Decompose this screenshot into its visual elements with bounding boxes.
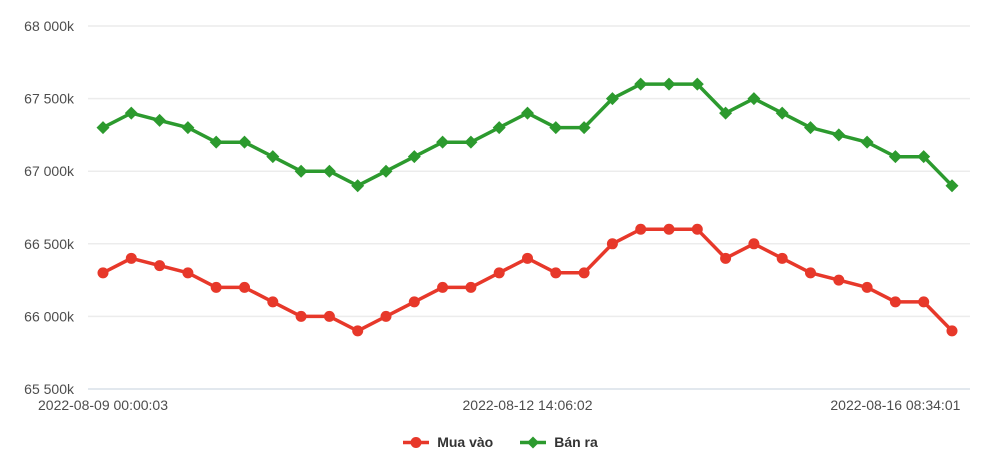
ban-ra-point[interactable]	[832, 128, 846, 142]
legend-label-mua-vao: Mua vào	[437, 434, 494, 450]
y-axis-tick-label: 66 000k	[24, 308, 75, 324]
ban-ra-point[interactable]	[266, 150, 280, 164]
mua-vao-point[interactable]	[833, 274, 845, 286]
ban-ra-point[interactable]	[804, 121, 817, 135]
mua-vao-point[interactable]	[125, 252, 137, 264]
ban-ra-point[interactable]	[860, 135, 874, 149]
mua-vao-point[interactable]	[861, 281, 873, 293]
mua-vao-point[interactable]	[691, 223, 703, 235]
legend-item-mua-vao[interactable]: Mua vào	[402, 434, 493, 450]
mua-vao-point[interactable]	[408, 296, 420, 308]
ban-ra-point[interactable]	[209, 135, 223, 149]
ban-ra-point[interactable]	[96, 121, 110, 135]
mua-vao-point[interactable]	[465, 281, 477, 293]
ban-ra-point[interactable]	[238, 135, 251, 149]
ban-ra-point[interactable]	[181, 121, 195, 135]
mua-vao-point[interactable]	[437, 281, 449, 293]
x-axis-tick-label: 2022-08-16 08:34:01	[830, 397, 960, 413]
mua-vao-point[interactable]	[210, 281, 222, 293]
mua-vao-point[interactable]	[522, 252, 533, 264]
y-axis-tick-label: 68 000k	[24, 18, 75, 34]
ban-ra-point[interactable]	[605, 92, 619, 106]
ban-ra-point[interactable]	[662, 77, 676, 91]
mua-vao-point[interactable]	[578, 267, 590, 279]
legend-marker-diamond-icon	[520, 436, 547, 448]
mua-vao-point[interactable]	[323, 310, 335, 322]
mua-vao-point[interactable]	[748, 238, 760, 250]
ban-ra-point[interactable]	[351, 179, 365, 193]
mua-vao-point[interactable]	[154, 260, 166, 272]
mua-vao-point[interactable]	[97, 267, 109, 279]
y-axis-tick-label: 67 000k	[24, 163, 75, 179]
ban-ra-point[interactable]	[917, 150, 931, 164]
legend-marker-circle-icon	[403, 436, 430, 448]
y-axis-tick-label: 65 500k	[24, 381, 75, 397]
ban-ra-point[interactable]	[436, 135, 450, 149]
mua-vao-point[interactable]	[805, 267, 816, 279]
y-axis-tick-label: 66 500k	[24, 236, 75, 252]
mua-vao-point[interactable]	[295, 310, 307, 322]
mua-vao-point[interactable]	[493, 267, 505, 279]
mua-vao-point[interactable]	[182, 267, 194, 279]
ban-ra-point[interactable]	[747, 92, 761, 106]
x-axis-tick-label: 2022-08-12 14:06:02	[463, 397, 593, 413]
mua-vao-point[interactable]	[606, 238, 618, 250]
ban-ra-point[interactable]	[379, 164, 393, 178]
mua-vao-point[interactable]	[380, 310, 392, 322]
ban-ra-point[interactable]	[634, 77, 648, 91]
mua-vao-point[interactable]	[352, 325, 364, 337]
mua-vao-point[interactable]	[550, 267, 562, 279]
ban-ra-point[interactable]	[322, 164, 336, 178]
ban-ra-point[interactable]	[945, 179, 959, 193]
ban-ra-point[interactable]	[888, 150, 902, 164]
mua-vao-point[interactable]	[239, 281, 250, 293]
mua-vao-point[interactable]	[720, 252, 732, 264]
legend-label-ban-ra: Bán ra	[554, 434, 598, 450]
ban-ra-point[interactable]	[124, 106, 138, 120]
mua-vao-point[interactable]	[946, 325, 958, 337]
ban-ra-point[interactable]	[153, 113, 167, 127]
mua-vao-point[interactable]	[267, 296, 279, 308]
ban-ra-point[interactable]	[775, 106, 789, 120]
mua-vao-point[interactable]	[776, 252, 788, 264]
x-axis-tick-label: 2022-08-09 00:00:03	[38, 397, 168, 413]
ban-ra-point[interactable]	[464, 135, 478, 149]
mua-vao-point[interactable]	[918, 296, 930, 308]
legend-item-ban-ra[interactable]: Bán ra	[519, 434, 598, 450]
ban-ra-point[interactable]	[492, 121, 506, 135]
y-axis-tick-label: 67 500k	[24, 91, 75, 107]
ban-ra-point[interactable]	[521, 106, 534, 120]
ban-ra-point[interactable]	[407, 150, 421, 164]
ban-ra-point[interactable]	[690, 77, 704, 91]
mua-vao-point[interactable]	[889, 296, 901, 308]
ban-ra-point[interactable]	[549, 121, 563, 135]
ban-ra-point[interactable]	[294, 164, 308, 178]
ban-ra-point[interactable]	[719, 106, 733, 120]
ban-ra-point[interactable]	[577, 121, 591, 135]
mua-vao-point[interactable]	[663, 223, 675, 235]
chart-legend: Mua vào Bán ra	[0, 429, 1000, 455]
mua-vao-point[interactable]	[635, 223, 647, 235]
